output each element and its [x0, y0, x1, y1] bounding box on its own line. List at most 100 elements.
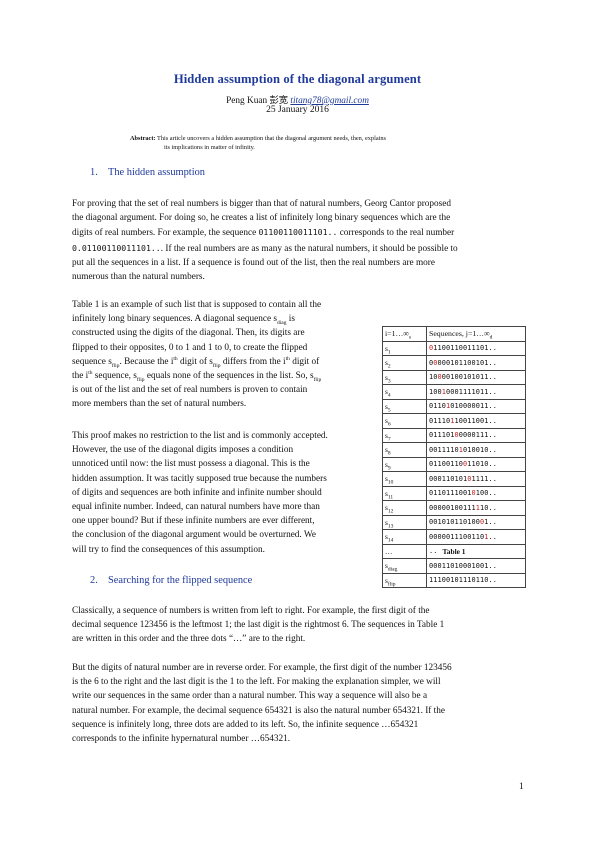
row-sequence: 00011010001001..: [426, 558, 526, 574]
sequence-digits: 0110: [429, 402, 446, 411]
row-sequence: 01100110011010..: [426, 456, 526, 472]
row-label-sub: 6: [387, 421, 391, 428]
row-label: s6: [382, 413, 427, 429]
paragraph-1: For proving that the set of real numbers…: [72, 197, 524, 284]
p2-text: equals none of the sequences in the list…: [144, 371, 314, 382]
sequence-digits: 01110: [429, 416, 451, 425]
table-row: s5 01101010000011..: [382, 398, 526, 414]
p5-line: sequence is infinitely long, three dots …: [72, 719, 419, 730]
table-row: s7 01110100000111..: [382, 427, 526, 443]
p1-real-number: 0.01100110011101..: [72, 242, 161, 253]
row-label: s10: [382, 471, 427, 487]
table-row: …..: [382, 543, 526, 559]
author-email[interactable]: titang78@gmail.com: [290, 96, 369, 106]
row-label-sub: 3: [387, 378, 391, 385]
section-2-heading: 2. Searching for the flipped sequence: [90, 575, 252, 586]
diagonal-digit: 0: [471, 489, 476, 498]
p5-line: But the digits of natural number are in …: [72, 663, 452, 673]
row-label: s11: [382, 485, 427, 501]
p2-sup: th: [285, 355, 290, 362]
sequence-digits: 0001111011..: [446, 387, 497, 396]
row-label-sub: 2: [387, 363, 391, 370]
p5-line: corresponds to the infinite hypernatural…: [72, 734, 291, 745]
p1-line: For proving that the set of real numbers…: [72, 199, 451, 209]
p2-sub: flip: [111, 362, 120, 369]
p4-line: are written in this order and the three …: [72, 634, 306, 645]
sequence-digits: 11100101110110..: [429, 576, 497, 585]
table-row: s10 00011010101111..: [382, 471, 526, 487]
sequence-digits: 0000011100110: [429, 532, 485, 541]
row-label-sub: 5: [387, 407, 391, 414]
row-label-text: …: [385, 546, 393, 556]
table-header-row: i=1…∞s Sequences, j=1…∞d: [382, 326, 526, 342]
diagonal-digit: 0: [433, 358, 438, 367]
row-label-sub: 8: [387, 450, 391, 457]
p2-text: the i: [72, 371, 89, 382]
row-label-sub: 4: [387, 392, 391, 399]
table-header-sequences: Sequences, j=1…∞d: [426, 326, 526, 342]
row-label-text: s: [385, 358, 388, 368]
diagonal-digit: 1: [441, 387, 446, 396]
p2-line: constructed using the digits of the diag…: [72, 328, 305, 339]
p5-line: is the 6 to the right and the last digit…: [72, 677, 441, 688]
sequence-digits: 0110111001: [429, 489, 472, 498]
row-label-sub: 13: [387, 523, 394, 530]
row-sequence: 10000100101011..: [426, 369, 526, 385]
p1-text: . If the real numbers are as many as the…: [160, 243, 458, 254]
paragraph-3: This proof makes no restriction to the l…: [72, 429, 372, 557]
diagonal-digit: 0: [454, 431, 459, 440]
sequence-digits: 10: [429, 373, 438, 382]
p4-line: Classically, a sequence of numbers is wr…: [72, 606, 430, 616]
p3-line: hidden assumption. It was tacitly suppos…: [72, 473, 327, 484]
row-sequence: 00101011010001..: [426, 514, 526, 530]
row-label-text: s: [385, 459, 388, 469]
sequence-digits: 010000011..: [450, 402, 497, 411]
row-sequence: 00000111001101..: [426, 529, 526, 545]
paragraph-4: Classically, a sequence of numbers is wr…: [72, 604, 524, 647]
paragraph-2: Table 1 is an example of such list that …: [72, 298, 372, 412]
row-label-sub: 11: [387, 494, 394, 501]
sequence-digits: 001010110100: [429, 518, 480, 527]
row-sequence: 01110100000111..: [426, 427, 526, 443]
row-sequence: 01101010000011..: [426, 398, 526, 414]
row-label-text: s: [385, 372, 388, 382]
p1-line: put all the sequences in a list. If a se…: [72, 257, 435, 268]
p2-line: infinitely long binary sequences. A diag…: [72, 312, 372, 326]
sequence-digits: 0000111..: [458, 431, 497, 440]
p2-line: is out of the list and the set of real n…: [72, 385, 308, 396]
row-sequence: 11100101110110..: [426, 572, 526, 588]
p2-text: sequence, s: [92, 371, 137, 382]
row-label: sflip: [382, 572, 427, 588]
row-sequence: 00000101100101..: [426, 355, 526, 371]
sequence-digits: 10..: [479, 503, 497, 512]
diagonal-digit: 1: [484, 532, 489, 541]
table-row: s4 10010001111011..: [382, 384, 526, 400]
p1-sequence: 01100110011101..: [258, 227, 338, 238]
row-label: sdiag: [382, 558, 427, 574]
row-label-text: s: [385, 387, 388, 397]
row-sequence: 01100110011101..: [426, 340, 526, 356]
abstract-line1: This article uncovers a hidden assumptio…: [157, 135, 386, 142]
table-row: s3 10000100101011..: [382, 369, 526, 385]
header-sub: d: [489, 334, 493, 341]
row-label-text: s: [385, 416, 388, 426]
diagonal-digit: 1: [475, 503, 480, 512]
row-label-text: s: [385, 488, 388, 498]
diagonal-digit: 1: [450, 416, 455, 425]
row-label-sub: flip: [387, 581, 396, 588]
p2-text: is: [286, 314, 295, 325]
p2-line: sequence sflip. Because the ith digit of…: [72, 355, 372, 369]
table-1: i=1…∞s Sequences, j=1…∞d s1 0110011001110…: [382, 326, 526, 588]
row-label: s13: [382, 514, 427, 530]
row-label-text: s: [385, 561, 388, 571]
section-2-number: 2.: [90, 575, 98, 586]
sequence-digits: 0011110: [429, 445, 459, 454]
sequence-digits: 1..: [484, 518, 497, 527]
p2-text: digit of: [289, 356, 320, 367]
p1-line: the diagonal argument. For doing so, he …: [72, 213, 451, 224]
table-row: sflip 11100101110110..: [382, 572, 526, 588]
section-1-number: 1.: [90, 167, 98, 178]
p3-line: unnoticed until now: the list must posse…: [72, 459, 310, 470]
row-label-sub: 9: [387, 465, 391, 472]
table-row: s11 01101110010100..: [382, 485, 526, 501]
